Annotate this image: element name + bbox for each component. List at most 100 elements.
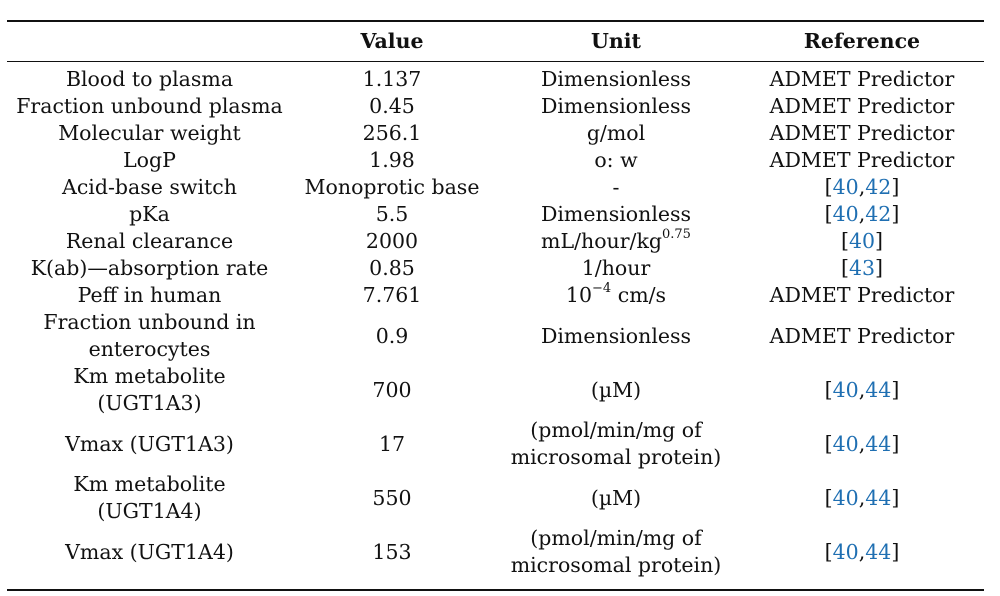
param-cell: Blood to plasma	[65, 67, 234, 91]
header-value: Value	[360, 29, 424, 53]
table-header-rule	[7, 61, 984, 62]
unit-cell: o: w	[594, 148, 638, 172]
citation-link[interactable]: 40	[832, 202, 859, 226]
parameters-table: Value Unit Reference Blood to plasma 1.1…	[7, 22, 984, 579]
unit-base: mL/hour/kg	[541, 229, 662, 253]
table-row: Vmax (UGT1A3) 17 (pmol/min/mg of microsom…	[7, 417, 984, 471]
table-row: Km metabolite (UGT1A4) 550 (µM) [40,44]	[7, 471, 984, 525]
citation-link[interactable]: 40	[832, 377, 859, 402]
unit-cell: mL/hour/kg0.75	[492, 228, 740, 255]
param-cell: LogP	[123, 148, 176, 172]
table-row: K(ab)—absorption rate 0.85 1/hour [43]	[7, 255, 984, 282]
table-row: Km metabolite (UGT1A3) 700 (µM) [40,44]	[7, 363, 984, 417]
value-cell: 550	[372, 485, 412, 510]
value-cell: 700	[372, 377, 412, 402]
param-cell: Renal clearance	[65, 229, 234, 253]
citation-link[interactable]: 40	[832, 175, 859, 199]
table-row: Fraction unbound in enterocytes 0.9 Dimen…	[7, 309, 984, 363]
unit-cell: Dimensionless	[540, 67, 692, 91]
citation-link[interactable]: 40	[832, 485, 859, 510]
unit-cell: -	[612, 175, 620, 199]
header-reference: Reference	[803, 29, 921, 53]
table-row: Peff in human 7.761 10−4 cm/s ADMET Pred…	[7, 282, 984, 309]
param-cell: Peff in human	[77, 283, 222, 307]
value-cell: 1.98	[369, 148, 415, 172]
citation-link[interactable]: 44	[865, 485, 892, 510]
unit-tail: cm/s	[617, 283, 667, 307]
reference-cell: ADMET Predictor	[769, 148, 955, 172]
table-top-rule	[7, 20, 984, 22]
param-cell: Km metabolite (UGT1A4)	[7, 471, 292, 525]
unit-cell: g/mol	[586, 121, 646, 145]
header-parameter	[7, 22, 292, 61]
unit-line-1: (pmol/min/mg of	[530, 526, 702, 550]
table-row: Fraction unbound plasma 0.45 Dimensionle…	[7, 93, 984, 120]
unit-cell: 1/hour	[581, 256, 651, 280]
reference-cell: ADMET Predictor	[769, 283, 955, 307]
reference-cell: [40,44]	[824, 377, 900, 402]
header-unit: Unit	[590, 29, 642, 53]
citation-link[interactable]: 44	[865, 377, 892, 402]
param-cell: Vmax (UGT1A4)	[65, 539, 234, 564]
citation-link[interactable]: 40	[848, 229, 876, 253]
param-line-2: (UGT1A4)	[97, 499, 202, 523]
reference-cell: ADMET Predictor	[769, 323, 955, 348]
param-line-2: (UGT1A3)	[97, 391, 202, 415]
citation-link[interactable]: 44	[865, 539, 892, 564]
value-cell: 256.1	[362, 121, 422, 145]
table-row: Acid-base switch Monoprotic base - [40,4…	[7, 174, 984, 201]
param-cell: pKa	[129, 202, 170, 226]
param-cell: Molecular weight	[58, 121, 241, 145]
reference-cell: [40,44]	[824, 485, 900, 510]
unit-base: 10	[565, 283, 593, 307]
value-cell: Monoprotic base	[304, 175, 480, 199]
unit-cell: (µM)	[590, 377, 642, 402]
reference-cell: ADMET Predictor	[769, 94, 955, 118]
table-header-row: Value Unit Reference	[7, 22, 984, 61]
value-cell: 2000	[365, 229, 419, 253]
unit-line-2: microsomal protein)	[510, 553, 722, 577]
value-cell: 0.85	[369, 256, 415, 280]
citation-link[interactable]: 40	[832, 431, 859, 456]
value-cell: 5.5	[375, 202, 409, 226]
value-cell: 1.137	[362, 67, 422, 91]
reference-cell: ADMET Predictor	[769, 121, 955, 145]
reference-cell: [40,42]	[824, 175, 900, 199]
reference-cell: [43]	[840, 256, 884, 280]
citation-link[interactable]: 43	[848, 256, 876, 280]
table-bottom-rule	[7, 589, 984, 591]
table-row: pKa 5.5 Dimensionless [40,42]	[7, 201, 984, 228]
param-cell: Km metabolite (UGT1A3)	[7, 363, 292, 417]
value-cell: 17	[378, 431, 406, 456]
param-line-2: enterocytes	[88, 337, 211, 361]
unit-cell: (pmol/min/mg of microsomal protein)	[492, 417, 740, 471]
value-cell: 7.761	[362, 283, 422, 307]
unit-cell: Dimensionless	[540, 94, 692, 118]
citation-link[interactable]: 40	[832, 539, 859, 564]
table-row: Molecular weight 256.1 g/mol ADMET Predi…	[7, 120, 984, 147]
citation-link[interactable]: 44	[865, 431, 892, 456]
reference-cell: ADMET Predictor	[769, 67, 955, 91]
param-cell: Fraction unbound plasma	[16, 94, 283, 118]
value-cell: 0.45	[369, 94, 415, 118]
param-line-1: Fraction unbound in	[43, 310, 256, 334]
param-cell: Fraction unbound in enterocytes	[7, 309, 292, 363]
table-row: Renal clearance 2000 mL/hour/kg0.75 [40]	[7, 228, 984, 255]
param-cell: Acid-base switch	[62, 175, 237, 199]
table-row: LogP 1.98 o: w ADMET Predictor	[7, 147, 984, 174]
unit-exponent: 0.75	[662, 227, 691, 243]
unit-line-1: (pmol/min/mg of	[530, 418, 702, 442]
unit-cell: (µM)	[590, 485, 642, 510]
unit-exponent: −4	[592, 281, 612, 297]
citation-link[interactable]: 42	[865, 202, 892, 226]
value-cell: 153	[372, 539, 412, 564]
param-cell: K(ab)—absorption rate	[30, 256, 269, 280]
value-cell: 0.9	[375, 323, 409, 348]
unit-cell: Dimensionless	[540, 323, 692, 348]
unit-line-2: microsomal protein)	[510, 445, 722, 469]
table-row: Blood to plasma 1.137 Dimensionless ADME…	[7, 61, 984, 93]
citation-link[interactable]: 42	[865, 175, 892, 199]
unit-cell: (pmol/min/mg of microsomal protein)	[492, 525, 740, 579]
unit-cell: Dimensionless	[540, 202, 692, 226]
reference-cell: [40,44]	[824, 539, 900, 564]
